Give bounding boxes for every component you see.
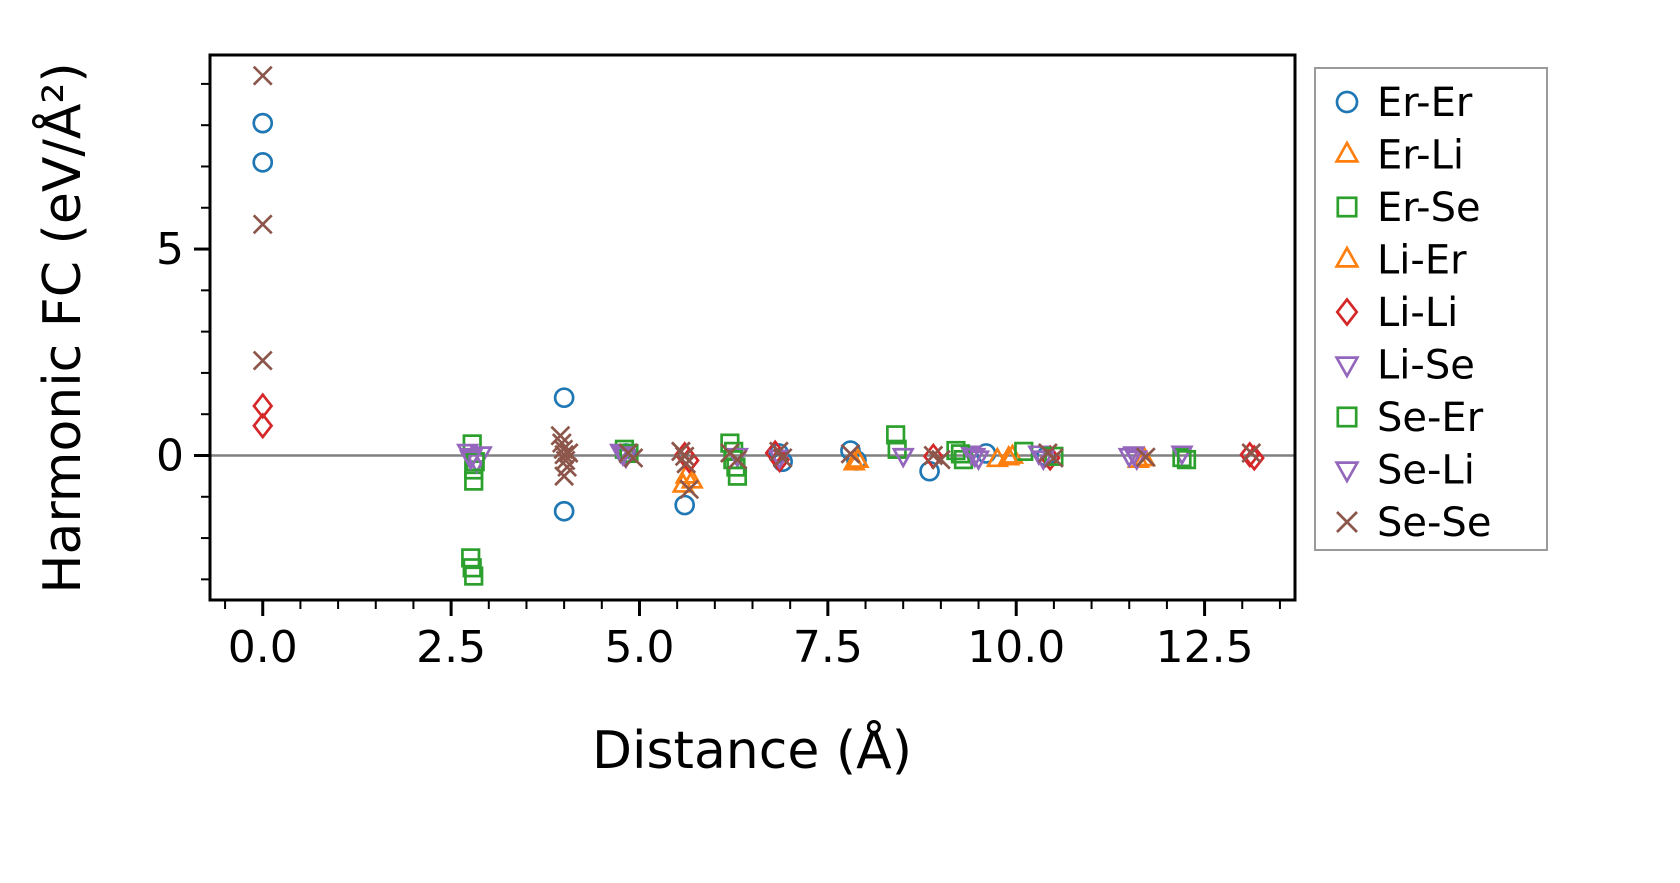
data-point-marker <box>252 214 273 235</box>
data-point-marker <box>1334 245 1360 268</box>
legend-item-Se-Se: Se-Se <box>1336 500 1491 546</box>
legend-item-Er-Er: Er-Er <box>1335 80 1473 126</box>
data-point-marker <box>674 446 695 467</box>
data-point-marker <box>930 449 951 470</box>
legend-item-label: Er-Li <box>1377 133 1464 179</box>
x-tick-label: 12.5 <box>1156 622 1254 673</box>
data-point-marker <box>1336 406 1358 428</box>
data-point-marker <box>558 443 579 463</box>
data-point-marker <box>1336 196 1358 218</box>
x-axis-label: Distance (Å) <box>592 719 912 781</box>
legend-item-label: Se-Li <box>1377 448 1475 494</box>
data-point-marker <box>252 112 274 134</box>
series-Er-Li <box>674 443 1156 489</box>
legend-item-label: Se-Se <box>1377 500 1491 546</box>
legend-item-Li-Li: Li-Li <box>1335 290 1458 336</box>
legend-item-Se-Li: Se-Li <box>1334 448 1475 494</box>
plot-border <box>208 53 1297 602</box>
legend-item-Er-Se: Er-Se <box>1336 185 1481 231</box>
y-tick-label: 0 <box>156 430 184 481</box>
x-tick-label: 5.0 <box>604 622 674 673</box>
data-point-marker <box>1334 356 1360 379</box>
data-point-marker <box>1334 461 1360 484</box>
legend-item-Se-Er: Se-Er <box>1336 395 1484 441</box>
data-point-marker <box>554 444 575 465</box>
data-point-marker <box>252 350 273 371</box>
legend-item-label: Er-Se <box>1377 185 1481 231</box>
y-axis-label: Harmonic FC (eV/Å²) <box>31 62 93 593</box>
y-tick-label: 5 <box>156 224 184 275</box>
data-point-marker <box>252 392 274 420</box>
data-point-marker <box>997 444 1021 466</box>
legend-item-label: Li-Se <box>1377 343 1475 389</box>
series-Se-Se <box>252 65 1262 500</box>
data-point-marker <box>840 443 861 464</box>
data-point-marker <box>1241 443 1262 463</box>
data-point-marker <box>886 425 906 445</box>
data-point-marker <box>1239 441 1261 469</box>
data-point-marker <box>676 453 697 474</box>
data-point-marker <box>1117 447 1141 469</box>
legend-item-label: Li-Er <box>1377 238 1467 284</box>
legend-item-label: Er-Er <box>1377 80 1473 126</box>
data-point-marker <box>1335 90 1359 114</box>
data-point-marker <box>1027 445 1051 467</box>
data-point-marker <box>252 412 274 440</box>
x-tick-label: 10.0 <box>967 622 1065 673</box>
plot-area <box>210 65 1295 586</box>
data-point-marker <box>671 472 695 493</box>
data-point-marker <box>623 448 644 468</box>
data-point-marker <box>1122 446 1146 467</box>
data-point-marker <box>963 447 987 469</box>
legend-item-Li-Se: Li-Se <box>1334 343 1475 389</box>
data-point-marker <box>1176 449 1197 470</box>
data-point-marker <box>252 151 274 173</box>
data-point-marker <box>553 387 575 409</box>
data-point-marker <box>674 494 696 516</box>
data-point-marker <box>891 447 915 469</box>
legend-item-label: Se-Er <box>1377 395 1484 441</box>
legend-item-label: Li-Li <box>1377 290 1458 336</box>
data-point-marker <box>727 449 748 470</box>
series-Er-Er <box>252 112 1057 522</box>
x-tick-label: 2.5 <box>416 622 486 673</box>
data-point-marker <box>1000 443 1025 464</box>
series-Se-Er <box>465 443 1197 472</box>
data-point-marker <box>554 466 575 487</box>
data-point-marker <box>679 479 700 500</box>
data-point-marker <box>1336 511 1358 533</box>
data-point-marker <box>1043 448 1064 468</box>
data-point-marker <box>459 450 483 472</box>
legend-item-Li-Er: Li-Er <box>1334 238 1467 284</box>
data-point-marker <box>464 471 484 491</box>
data-point-marker <box>772 448 793 468</box>
data-point-marker <box>461 548 481 568</box>
data-point-marker <box>1135 447 1156 468</box>
data-point-marker <box>959 445 983 467</box>
x-tick-label: 7.5 <box>793 622 863 673</box>
data-point-marker <box>1132 445 1156 467</box>
axes: 0.0 2.5 5.0 7.5 10.0 12.5 0 5 <box>156 53 1297 673</box>
data-point-marker <box>1335 297 1359 327</box>
series-Li-Li <box>252 392 1265 474</box>
data-point-marker <box>966 450 991 472</box>
data-point-marker <box>1031 450 1055 472</box>
data-point-marker <box>1334 140 1360 163</box>
legend: Er-Er Er-Li Er-Se Li-Er Li-Li Li-Se Se-Er Se-Li… <box>1314 67 1548 551</box>
data-point-marker <box>464 566 484 586</box>
data-point-marker <box>553 500 575 522</box>
legend-item-Er-Li: Er-Li <box>1334 133 1464 179</box>
data-point-marker <box>252 65 273 86</box>
x-tick-label: 0.0 <box>228 622 298 673</box>
